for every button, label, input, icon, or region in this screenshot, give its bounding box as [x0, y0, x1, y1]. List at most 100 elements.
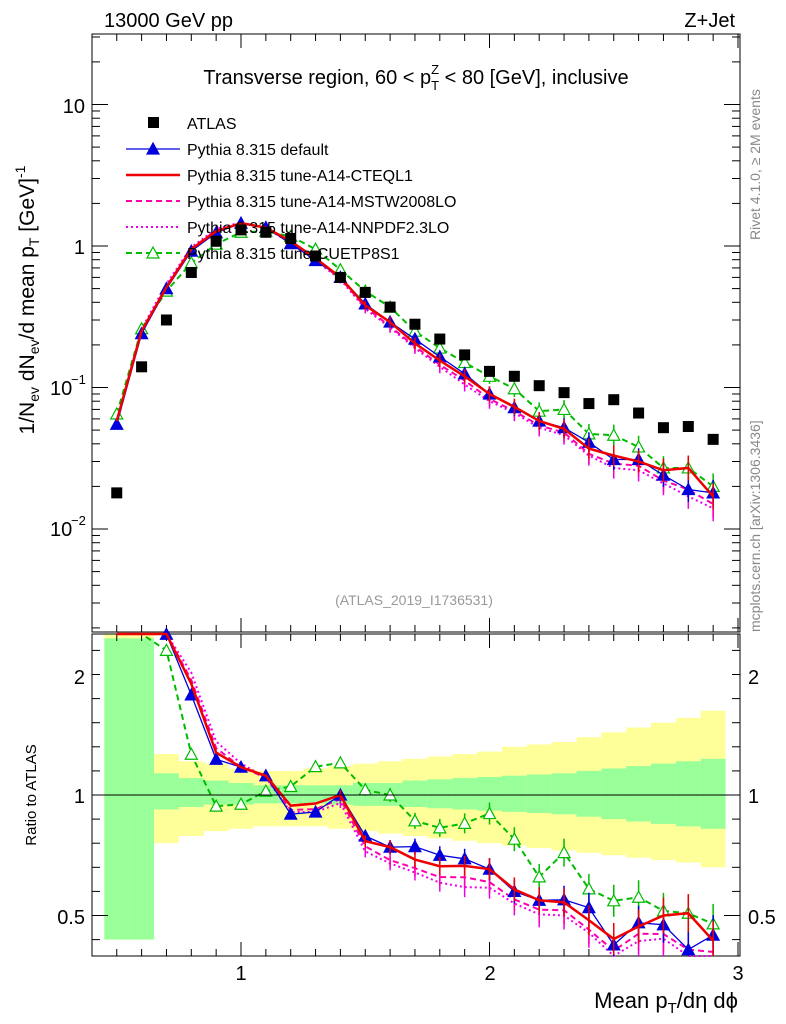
series-pythia-8-315-tune-a14-cteql1	[115, 221, 715, 510]
ratio-band-inner	[129, 638, 155, 940]
ratio-point	[283, 806, 298, 820]
atlas-data-point	[608, 394, 620, 406]
ratio-tick-label-0.5-left: 0.5	[57, 907, 85, 929]
ratio-band-inner	[402, 780, 428, 808]
ratio-point	[308, 759, 323, 773]
ratio-point	[283, 779, 298, 793]
ratio-point	[184, 746, 199, 760]
atlas-data-point	[484, 365, 495, 377]
atlas-data-point	[409, 318, 421, 330]
series-line	[115, 222, 714, 505]
legend-marker	[145, 141, 161, 155]
ratio-point	[258, 783, 273, 797]
legend-label: Pythia 8.315 tune-A14-CTEQL1	[187, 168, 413, 185]
legend-label: Pythia 8.315 tune-A14-NNPDF2.3LO	[187, 220, 449, 237]
atlas-data-point	[359, 286, 371, 298]
series-line	[115, 221, 715, 498]
ratio-point	[457, 816, 472, 829]
svg-text:10: 10	[50, 519, 72, 541]
ratio-band-inner	[626, 766, 652, 822]
atlas-data-point	[210, 235, 222, 247]
legend-label: Pythia 8.315 default	[187, 142, 329, 159]
atlas-data-point	[384, 301, 396, 313]
ratio-tick-label-2-right: 2	[748, 667, 759, 689]
atlas-data-point	[508, 370, 520, 382]
ratio-uncertainty-bands	[104, 634, 726, 940]
ratio-band-inner	[228, 782, 254, 805]
atlas-data-point	[160, 314, 172, 326]
atlas-data-point	[334, 271, 346, 283]
legend-marker	[148, 117, 159, 128]
x-tick-label-3: 3	[732, 963, 743, 985]
atlas-data-point	[434, 333, 446, 345]
atlas-data-point	[136, 361, 148, 373]
ratio-series-pythia-8-315-tune-cuetp8s1	[116, 633, 721, 944]
svg-text:Transverse region, 60 < pTZ <: Transverse region, 60 < pTZ < 80 [GeV], …	[203, 62, 628, 93]
ratio-band-inner	[601, 768, 627, 820]
data-point	[109, 416, 124, 430]
atlas-data-point	[583, 398, 595, 410]
y-tick-label-0.1: 10 −1	[50, 372, 86, 400]
ratio-point	[333, 755, 348, 769]
legend-entry-pythia-8-315-default: Pythia 8.315 default	[126, 141, 329, 159]
svg-text:Mean pT/dη dϕ: Mean pT/dη dϕ	[594, 988, 738, 1017]
ratio-point	[507, 831, 522, 845]
data-point	[606, 427, 621, 441]
atlas-data-point	[260, 226, 272, 238]
ratio-point	[209, 752, 224, 765]
x-tick-label-2: 2	[484, 963, 495, 985]
legend-label: ATLAS	[187, 116, 237, 133]
ratio-point	[209, 798, 224, 812]
data-point	[681, 482, 696, 496]
atlas-data-point	[707, 433, 719, 445]
legend-label: Pythia 8.315 tune-CUETP8S1	[187, 246, 400, 263]
energy-label: 13000 GeV pp	[104, 10, 233, 32]
ratio-point	[681, 942, 696, 956]
plot-title: Transverse region, 60 < pTZ < 80 [GeV], …	[203, 62, 628, 93]
series-line	[115, 221, 714, 510]
ratio-axis-title: Ratio to ATLAS	[23, 744, 40, 845]
ratio-band-inner	[526, 774, 552, 814]
series-line	[116, 222, 714, 494]
atlas-data-point	[310, 250, 322, 262]
ratio-band-inner	[675, 761, 701, 827]
ratio-band-inner	[551, 773, 577, 815]
series-pythia-8-315-tune-a14-nnpdf2-3lo	[115, 221, 714, 522]
ratio-band-inner	[576, 770, 602, 817]
legend-entry-pythia-8-315-tune-cuetp8s1: Pythia 8.315 tune-CUETP8S1	[126, 245, 400, 263]
atlas-data-point	[558, 387, 570, 399]
ratio-point	[233, 797, 249, 810]
ratio-series-layer	[116, 627, 721, 958]
data-point	[557, 402, 572, 416]
y-tick-label-1: 1	[74, 237, 85, 259]
ratio-point	[432, 820, 447, 834]
ratio-band-inner	[427, 779, 453, 809]
atlas-data-point	[657, 422, 669, 434]
analysis-watermark: (ATLAS_2019_I1736531)	[335, 592, 493, 608]
y-tick-label-0.01: 10 −2	[50, 513, 86, 541]
ratio-point	[407, 813, 422, 827]
ratio-band-inner	[178, 778, 204, 808]
ratio-point	[557, 845, 572, 859]
process-label: Z+Jet	[684, 10, 735, 32]
x-tick-label-1: 1	[235, 963, 246, 985]
ratio-tick-label-2-left: 2	[74, 667, 85, 689]
ratio-tick-label-1-left: 1	[74, 786, 85, 808]
atlas-data-point	[185, 266, 197, 278]
series-atlas	[111, 224, 719, 499]
main-plot-frame	[91, 33, 741, 633]
ratio-band-inner	[154, 773, 179, 810]
atlas-data-point	[285, 232, 297, 244]
data-point	[507, 381, 522, 395]
atlas-data-point	[533, 380, 545, 392]
ratio-point	[631, 889, 646, 903]
legend-entry-pythia-8-315-tune-a14-mstw2008lo: Pythia 8.315 tune-A14-MSTW2008LO	[126, 194, 456, 211]
series-line	[115, 230, 714, 488]
atlas-data-point	[459, 349, 471, 361]
legend-label: Pythia 8.315 tune-A14-MSTW2008LO	[187, 194, 456, 211]
y-axis-title: 1/Nev dNev/d mean pT [GeV]-1	[12, 165, 42, 434]
ratio-series-pythia-8-315-tune-a14-cteql1	[116, 632, 715, 956]
atlas-data-point	[633, 407, 645, 419]
ratio-point	[482, 806, 497, 820]
